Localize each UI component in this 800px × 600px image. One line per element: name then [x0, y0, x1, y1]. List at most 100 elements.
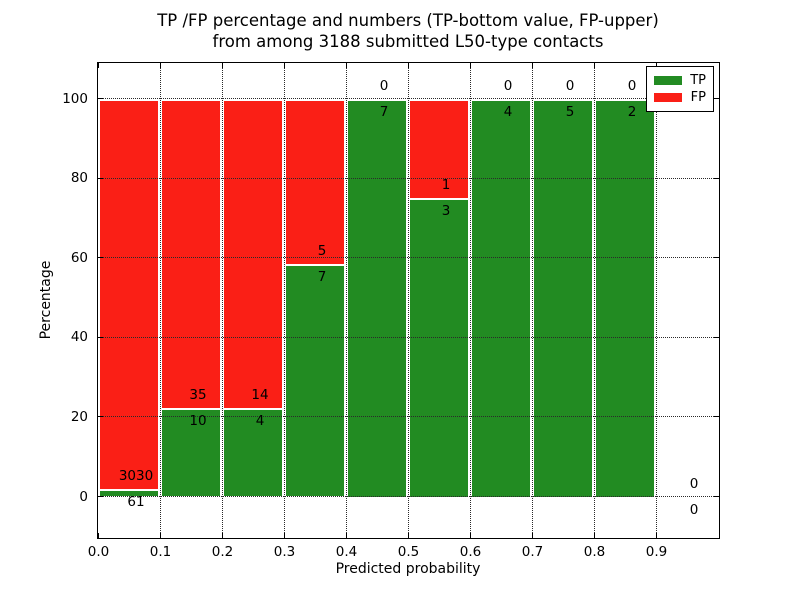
x-tick-mark — [345, 533, 347, 538]
y-tick-label: 60 — [70, 249, 88, 266]
tp-count-label: 10 — [189, 413, 207, 430]
x-tick-mark — [655, 533, 657, 538]
vertical-gridline — [159, 63, 161, 537]
tp-count-label: 3 — [441, 203, 451, 219]
x-tick-label: 0.7 — [521, 544, 544, 560]
tp-count-label: 0 — [689, 501, 699, 518]
x-tick-mark — [407, 533, 409, 538]
x-tick-mark — [593, 533, 595, 538]
vertical-gridline — [283, 63, 285, 537]
horizontal-gridline — [98, 496, 718, 497]
chart-title: TP /FP percentage and numbers (TP-bottom… — [8, 10, 800, 52]
y-tick-label: 0 — [79, 488, 88, 505]
fp-count-label: 35 — [189, 387, 207, 404]
chart-title-line2: from among 3188 submitted L50-type conta… — [212, 32, 604, 51]
x-tick-label: 0.8 — [583, 544, 606, 560]
x-tick-mark — [407, 63, 409, 68]
x-tick-mark — [531, 533, 533, 538]
x-tick-mark — [221, 533, 223, 538]
tp-bar-segment — [594, 98, 656, 497]
tp-bar-segment — [346, 98, 408, 497]
y-tick-mark — [714, 336, 719, 338]
vertical-gridline — [345, 63, 347, 537]
tp-bar-segment — [222, 408, 284, 497]
fp-count-label: 0 — [565, 77, 575, 94]
x-tick-label: 0.5 — [397, 544, 420, 560]
x-tick-label: 0.9 — [645, 544, 668, 560]
fp-count-label: 1 — [441, 177, 451, 193]
x-tick-label: 0.2 — [211, 544, 234, 560]
fp-count-label: 14 — [251, 387, 269, 404]
x-axis-label: Predicted probability — [335, 561, 481, 577]
y-tick-mark — [714, 98, 719, 99]
y-tick-mark — [714, 496, 719, 497]
y-tick-mark — [98, 177, 103, 179]
tp-count-label: 4 — [503, 103, 513, 120]
y-tick-mark — [714, 416, 719, 418]
x-tick-label: 0.3 — [273, 544, 296, 560]
y-tick-mark — [98, 336, 103, 338]
horizontal-gridline — [98, 416, 718, 418]
x-tick-mark — [593, 63, 595, 68]
tp-bar-segment — [532, 98, 594, 497]
fp-count-label: 3030 — [118, 467, 154, 484]
legend: TP FP — [646, 66, 714, 112]
tp-count-label: 2 — [627, 103, 637, 120]
x-tick-label: 0.6 — [459, 544, 482, 560]
y-tick-label: 20 — [70, 408, 88, 425]
x-tick-mark — [159, 63, 161, 68]
y-tick-mark — [98, 416, 103, 418]
fp-bar-segment — [284, 98, 346, 265]
legend-label-tp: TP — [690, 73, 706, 88]
fp-bar-segment — [222, 98, 284, 409]
tp-bar-segment — [408, 198, 470, 497]
x-tick-mark — [159, 533, 161, 538]
x-tick-mark — [283, 63, 285, 68]
x-tick-mark — [97, 63, 99, 68]
legend-label-fp: FP — [690, 90, 706, 105]
x-tick-mark — [345, 63, 347, 68]
vertical-gridline — [221, 63, 223, 537]
y-tick-mark — [98, 496, 103, 497]
vertical-gridline — [469, 63, 471, 537]
tp-count-label: 61 — [127, 493, 145, 510]
y-tick-label: 40 — [70, 329, 88, 346]
tp-count-label: 4 — [255, 413, 265, 430]
fp-bar-segment — [408, 98, 470, 198]
x-tick-mark — [469, 63, 471, 68]
y-tick-mark — [98, 98, 103, 99]
fp-count-label: 0 — [689, 475, 699, 492]
tp-count-label: 7 — [317, 269, 327, 286]
x-tick-mark — [469, 533, 471, 538]
vertical-gridline — [593, 63, 595, 537]
y-tick-mark — [714, 177, 719, 179]
tp-color-swatch — [654, 76, 682, 85]
horizontal-gridline — [98, 177, 718, 179]
x-tick-mark — [531, 63, 533, 68]
fp-count-label: 0 — [379, 77, 389, 94]
fp-color-swatch — [654, 93, 682, 102]
horizontal-gridline — [98, 257, 718, 259]
x-tick-label: 0.4 — [335, 544, 358, 560]
tp-count-label: 7 — [379, 103, 389, 120]
x-tick-mark — [221, 63, 223, 68]
fp-bar-segment — [98, 98, 160, 489]
y-tick-mark — [98, 257, 103, 259]
tp-bar-segment — [470, 98, 532, 497]
fp-count-label: 0 — [627, 77, 637, 94]
vertical-gridline — [531, 63, 533, 537]
fp-count-label: 5 — [317, 243, 327, 260]
tp-count-label: 5 — [565, 103, 575, 120]
y-tick-label: 100 — [62, 90, 88, 107]
legend-item-tp: TP — [654, 72, 706, 89]
horizontal-gridline — [98, 98, 718, 99]
y-tick-mark — [714, 257, 719, 259]
x-tick-label: 0.0 — [87, 544, 110, 560]
fp-count-label: 0 — [503, 77, 513, 94]
x-tick-mark — [97, 533, 99, 538]
x-tick-label: 0.1 — [149, 544, 172, 560]
x-tick-mark — [655, 63, 657, 68]
chart-title-line1: TP /FP percentage and numbers (TP-bottom… — [157, 11, 659, 30]
horizontal-gridline — [98, 336, 718, 338]
